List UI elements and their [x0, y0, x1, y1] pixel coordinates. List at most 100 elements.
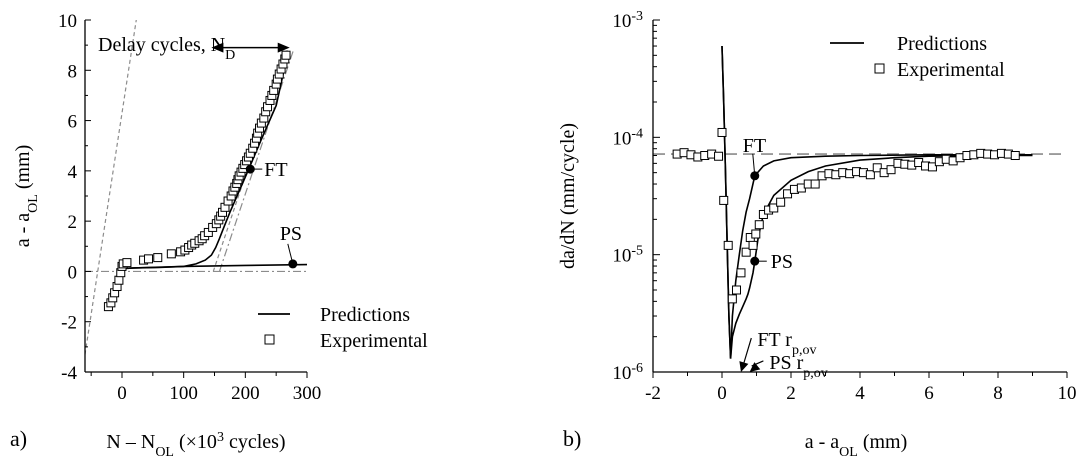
panel-a-plot-area [85, 20, 307, 355]
panel-a-x-axis-label-part-2: (×10 [174, 431, 217, 453]
panel-b-y-axis-label: da/dN (mm/cycle) [557, 123, 579, 269]
panel-b-legend-experimental: Experimental [897, 59, 1005, 81]
panel-b-x-tick-label: 4 [855, 383, 865, 404]
panel-b-y-tick-label-part-0: 10 [612, 128, 631, 149]
panel-b-y-tick-label-part-1: -4 [631, 126, 643, 141]
panel-a-delay-cycles-label: Delay cycles, ND [98, 34, 235, 63]
panel-a-x-tick-label: 0 [117, 383, 127, 404]
panel-b-rpov-label-1-part-0: PS r [769, 352, 803, 374]
panel-a-experimental-point [281, 50, 291, 60]
panel-b-y-tick-label-part-1: -3 [631, 9, 643, 24]
panel-b-y-tick-label: 10-5 [612, 243, 643, 267]
panel-b-y-tick-label-part-0: 10 [612, 11, 631, 32]
panel-b-y-tick-label-part-1: -6 [631, 361, 643, 376]
panel-b-rpov-arrow-head-0 [739, 361, 749, 372]
panel-b-label-ps: PS [771, 251, 793, 273]
panel-b-x-tick-label: 10 [1058, 383, 1077, 404]
panel-b-experimental-point [927, 162, 937, 172]
panel-a-y-axis-label-part-1: OL [26, 194, 41, 213]
panel-a-y-axis-label-part-0: a - a [12, 213, 34, 248]
panel-b-experimental-point [741, 247, 751, 257]
panel-a-experimental-point [144, 254, 154, 264]
panel-b-experimental-point [754, 220, 764, 230]
panel-a-reference-line [85, 20, 137, 355]
panel-b-experimental-point [748, 240, 758, 250]
panel-a-prediction-ft-line [107, 55, 289, 307]
panel-b-x-axis-label-part-2: (mm) [858, 431, 907, 453]
panel-b-experimental-point [751, 229, 761, 239]
panel-b-y-tick-label-part-1: -5 [631, 243, 643, 258]
panel-a-x-axis-label-part-3: 3 [217, 430, 224, 445]
panel-a-label-ps: PS [280, 223, 302, 245]
panel-a-delay-arrow-head-left [211, 42, 224, 53]
panel-a-experimental-point [122, 258, 132, 268]
panel-b-label: b) [563, 426, 581, 451]
panel-b-leader-ft [752, 153, 756, 176]
panel-b-y-tick-label: 10-4 [612, 126, 643, 150]
panel-b-experimental-point [723, 240, 733, 250]
panel-a-y-axis-label-part-2: (mm) [12, 145, 34, 194]
panel-b-rpov-label-0: FT rp,ov [757, 329, 816, 358]
panel-b-experimental-point [736, 268, 746, 278]
panel-b-y-tick-label-part-0: 10 [612, 363, 631, 384]
panel-a-y-tick-label: 0 [68, 262, 78, 283]
panel-b-experimental-point [776, 197, 786, 207]
panel-b-rpov-arrow-0 [742, 337, 752, 367]
panel-b-x-axis-label-part-1: OL [839, 445, 858, 460]
panel-b-experimental-point [865, 170, 875, 180]
panel-a-x-tick-label: 300 [293, 383, 322, 404]
panel-a-delay-arrow-head-right [277, 42, 290, 53]
panel-a-label: a) [10, 426, 27, 451]
panel-b-experimental-point [731, 285, 741, 295]
panel-a-delay-cycles-label-part-0: Delay cycles, N [98, 34, 225, 56]
panel-a-legend-predictions: Predictions [320, 304, 410, 326]
panel-b-y-tick-label: 10-6 [612, 361, 643, 385]
panel-b-prediction-ps-line [721, 45, 1033, 359]
panel-b-experimental-point [1010, 151, 1020, 161]
panel-a-x-tick-label: 100 [169, 383, 198, 404]
panel-b-legend-predictions: Predictions [897, 33, 987, 55]
panel-b-x-axis-label: a - aOL (mm) [805, 431, 908, 459]
panel-b-experimental-point [727, 294, 737, 304]
panel-b-x-tick-label: 0 [717, 383, 727, 404]
panel-a-x-axis-label: N – NOL (×103 cycles) [106, 430, 285, 460]
panel-b-experimental-point [719, 195, 729, 205]
panel-b-rpov-label-0-part-1: p,ov [792, 343, 817, 358]
panel-a-x-axis-label-part-1: OL [155, 445, 174, 460]
panel-a-experimental-point [166, 249, 176, 259]
panel-b-experimental-point [872, 163, 882, 173]
panel-b-experimental-point [886, 165, 896, 175]
panel-a-y-tick-label: -2 [61, 313, 77, 334]
panel-b-experimental-point [769, 203, 779, 213]
panel-b-x-tick-label: 6 [924, 383, 934, 404]
panel-b-y-tick-label-part-0: 10 [612, 246, 631, 267]
panel-a-y-tick-label: 10 [58, 11, 77, 32]
panel-b-label-ft: FT [743, 135, 766, 157]
panel-a-y-tick-label: -4 [61, 363, 77, 384]
panel-a-y-axis-label: a - aOL (mm) [12, 145, 41, 248]
panel-b-x-axis-label-part-0: a - a [805, 431, 840, 453]
panel-a-legend-marker-swatch [264, 334, 275, 345]
panel-a-experimental-point [114, 275, 124, 285]
panel-b-experimental-point [717, 127, 727, 137]
panel-a-y-tick-label: 8 [68, 61, 78, 82]
panel-b-rpov-label-0-part-0: FT r [757, 329, 792, 351]
panel-a-reference-line [218, 49, 295, 272]
panel-b-experimental-point [714, 151, 724, 161]
panel-b-rpov-arrow-head-1 [749, 362, 761, 372]
panel-b-legend-marker-swatch [874, 63, 885, 74]
panel-a-y-tick-label: 2 [68, 212, 78, 233]
panel-b-x-tick-label: 8 [993, 383, 1003, 404]
panel-a-x-axis-label-part-4: cycles) [224, 431, 286, 453]
panel-a-x-axis-label-part-0: N – N [106, 431, 155, 453]
panel-b-prediction-ft-line [721, 45, 1033, 359]
panel-a-y-tick-label: 6 [68, 112, 78, 133]
panel-a-label-ft: FT [264, 159, 287, 181]
panel-b-y-tick-label: 10-3 [612, 9, 643, 33]
panel-b-rpov-label-1-part-1: p,ov [803, 365, 828, 380]
panel-a-x-tick-label: 200 [231, 383, 260, 404]
panel-a-legend-experimental: Experimental [320, 330, 428, 352]
